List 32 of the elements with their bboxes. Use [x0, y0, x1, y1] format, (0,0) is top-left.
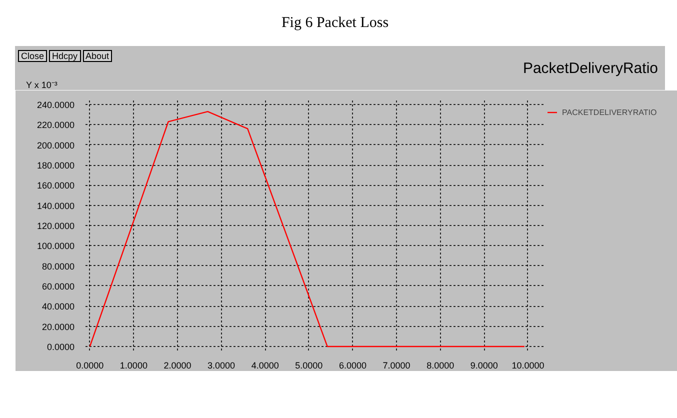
line-series: [89, 110, 526, 348]
y-axis-title: Y x 10⁻³: [26, 79, 58, 92]
y-tick-label: 120.0000: [36, 221, 75, 231]
y-tick-label: 0.0000: [46, 342, 75, 352]
y-tick-label: 80.0000: [42, 261, 75, 272]
y-tick-label: 140.0000: [36, 200, 75, 211]
x-tick-label: 6.0000: [338, 360, 367, 370]
y-tick-label: 20.0000: [42, 322, 75, 332]
x-tick-label: 4.0000: [251, 360, 279, 370]
text: Close: [18, 50, 48, 62]
y-tick-label: 160.0000: [36, 180, 75, 191]
x-tick-label: 10.0000: [512, 360, 544, 370]
y-tick-label: 100.0000: [36, 241, 75, 252]
y-tick-label: 40.0000: [42, 302, 75, 312]
y-tick-label: 240.0000: [36, 100, 75, 110]
x-tick-label: 8.0000: [426, 360, 454, 370]
text: Hdcpy: [49, 50, 81, 62]
x-tick-label: 1.0000: [120, 360, 148, 370]
y-tick-label: 220.0000: [36, 120, 75, 130]
y-tick-label: 200.0000: [36, 140, 75, 150]
x-tick-label: 9.0000: [470, 360, 498, 370]
x-tick-label: 0.0000: [76, 360, 104, 370]
x-tick-label: 5.0000: [295, 360, 323, 370]
legend-label: PACKETDELIVERYRATIO: [562, 108, 657, 116]
x-tick-label: 2.0000: [164, 360, 192, 370]
y-tick-label: 60.0000: [42, 281, 75, 292]
text: About: [82, 50, 112, 62]
x-tick-label: 7.0000: [382, 360, 410, 370]
x-tick-label: 3.0000: [208, 360, 236, 370]
text: PacketDeliveryRatio: [522, 59, 658, 79]
chart-title: Fig 6 Packet Loss: [281, 14, 389, 33]
y-tick-label: 180.0000: [36, 160, 75, 171]
